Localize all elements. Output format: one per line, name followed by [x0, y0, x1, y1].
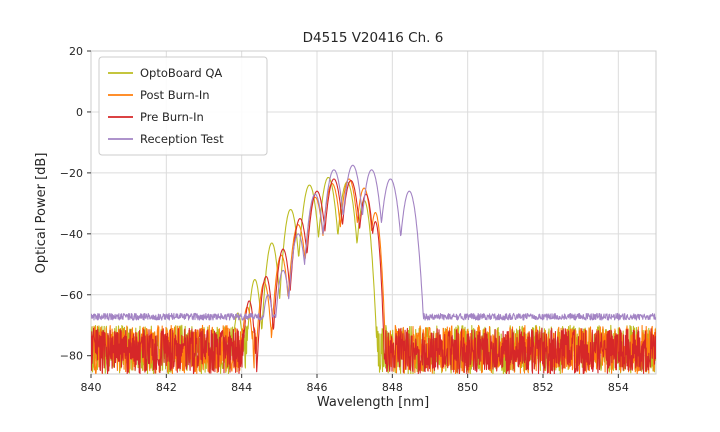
- y-tick-label: −40: [60, 228, 83, 241]
- y-tick-label: 0: [76, 106, 83, 119]
- legend: OptoBoard QA Post Burn-In Pre Burn-In Recep…: [98, 56, 268, 156]
- y-axis-label: Optical Power [dB]: [34, 153, 49, 274]
- x-tick-label: 840: [81, 381, 102, 394]
- x-tick-label: 848: [382, 381, 403, 394]
- x-tick-label: 844: [231, 381, 252, 394]
- y-tick-label: −20: [60, 167, 83, 180]
- legend-label: Pre Burn-In: [140, 110, 204, 124]
- x-tick-label: 846: [307, 381, 328, 394]
- y-tick-label: −80: [60, 350, 83, 363]
- series-line-reception-test: [91, 164, 656, 321]
- y-tick-label: 20: [69, 45, 83, 58]
- legend-box: [98, 56, 268, 156]
- series-line-pre-burn-in: [91, 178, 656, 374]
- x-tick-label: 854: [608, 381, 629, 394]
- legend-label: OptoBoard QA: [140, 66, 222, 80]
- axis-ticks: 840 842 844 846 848 850 852 854 20 0 −20 −40 −60 −80: [60, 45, 629, 394]
- legend-label: Reception Test: [140, 132, 224, 146]
- legend-label: Post Burn-In: [140, 88, 210, 102]
- chart-title: D4515 V20416 Ch. 6: [303, 30, 444, 46]
- x-tick-label: 850: [457, 381, 478, 394]
- series-lines: [91, 164, 656, 374]
- x-axis-label: Wavelength [nm]: [317, 395, 429, 410]
- y-tick-label: −60: [60, 289, 83, 302]
- x-tick-label: 842: [156, 381, 177, 394]
- plot-border: [90, 50, 657, 375]
- x-tick-label: 852: [533, 381, 554, 394]
